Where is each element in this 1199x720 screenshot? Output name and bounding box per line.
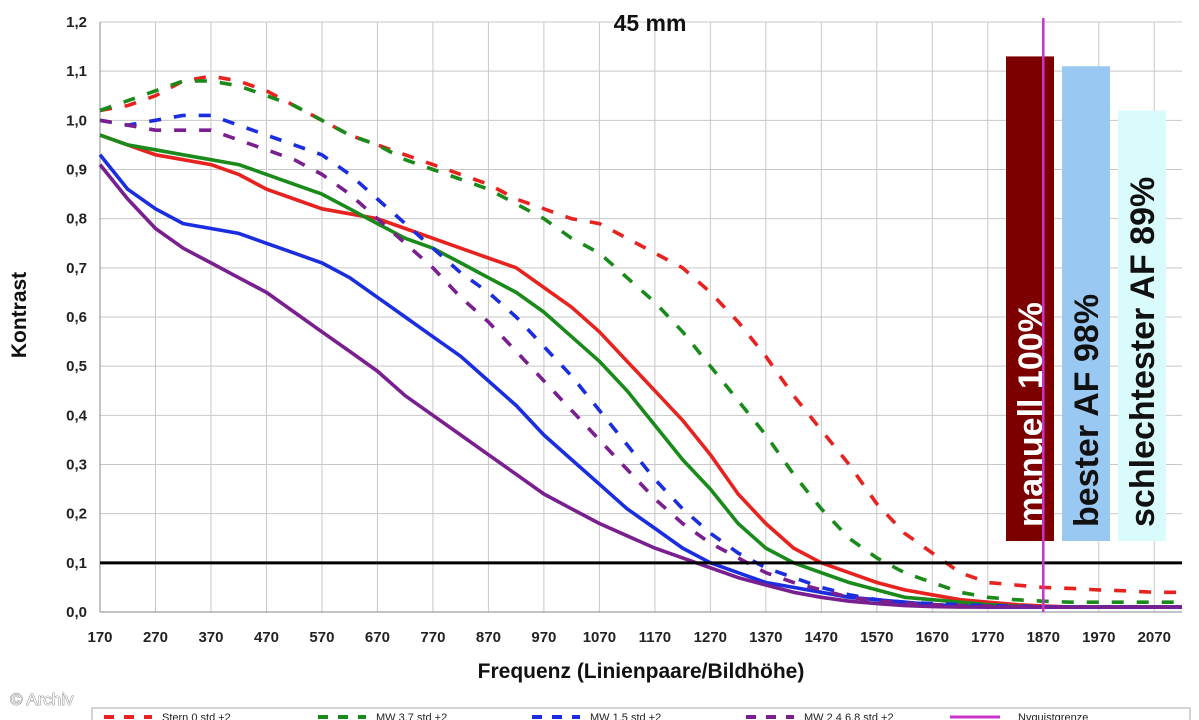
x-tick-label: 1570 — [860, 629, 893, 646]
af-bars: manuell 100% bester AF 98% schlechtester A… — [1006, 56, 1166, 542]
x-tick-label: 670 — [365, 629, 390, 646]
series-line — [99, 133, 1182, 609]
x-tick-label: 970 — [531, 629, 556, 646]
x-tick-label: 170 — [87, 629, 112, 646]
copyright-credit: © Archiv — [10, 690, 74, 709]
reference-lines — [100, 18, 1182, 612]
y-tick-label: 0,5 — [66, 358, 87, 375]
x-tick-label: 770 — [420, 629, 445, 646]
y-tick-label: 1,0 — [66, 112, 87, 129]
af-bar — [1118, 110, 1166, 541]
legend-box — [91, 707, 1191, 720]
legend-label: MW 2,4 6,8 std +2 — [804, 712, 894, 720]
x-tick-label: 1070 — [583, 629, 616, 646]
x-tick-label: 270 — [143, 629, 168, 646]
x-tick-label: 1770 — [971, 629, 1004, 646]
series-lines — [98, 74, 1182, 609]
legend: Stern 0 std +2 MW 3,7 std +2 MW 1,5 std +2… — [91, 707, 1191, 720]
series-line — [99, 74, 1182, 595]
x-tick-label: 1470 — [805, 629, 838, 646]
x-tick-label: 1970 — [1082, 629, 1115, 646]
tick-labels: 0,0 0,1 0,2 0,3 0,4 0,5 0,6 0,7 0,8 0,9 1,0 1,1 1,2 1… — [66, 14, 1171, 646]
af-bar — [1006, 56, 1054, 542]
af-bar — [1062, 66, 1110, 541]
x-tick-label: 1370 — [749, 629, 782, 646]
x-tick-label: 1170 — [639, 629, 672, 646]
x-tick-label: 1270 — [694, 629, 727, 646]
y-tick-label: 0,3 — [66, 457, 87, 474]
af-bar-label: schlechtester AF 89% — [1124, 177, 1162, 527]
x-tick-label: 470 — [254, 629, 279, 646]
y-tick-label: 0,7 — [66, 260, 87, 277]
legend-label: MW 1,5 std +2 — [590, 712, 661, 720]
y-tick-label: 1,2 — [66, 14, 87, 31]
y-axis-title: Kontrast — [8, 272, 31, 358]
series-line — [98, 163, 1182, 609]
x-tick-label: 2070 — [1138, 629, 1171, 646]
legend-label: Nyquistgrenze — [1018, 712, 1088, 720]
x-tick-label: 1670 — [916, 629, 949, 646]
af-bar-label: bester AF 98% — [1068, 294, 1106, 527]
legend-label: Stern 0 std +2 — [162, 712, 231, 720]
y-tick-label: 1,1 — [66, 63, 87, 80]
y-tick-label: 0,9 — [66, 162, 87, 179]
y-tick-label: 0,8 — [66, 211, 87, 228]
chart-title: 45 mm — [614, 10, 687, 36]
grid — [99, 21, 1182, 613]
y-tick-label: 0,4 — [66, 407, 88, 424]
y-tick-label: 0,0 — [66, 604, 87, 621]
x-tick-label: 870 — [476, 629, 501, 646]
y-tick-label: 0,6 — [66, 309, 87, 326]
legend-label: MW 3,7 std +2 — [376, 712, 447, 720]
y-tick-label: 0,2 — [66, 506, 87, 523]
x-tick-label: 570 — [309, 629, 334, 646]
x-axis-title: Frequenz (Linienpaare/Bildhöhe) — [478, 660, 805, 683]
y-tick-label: 0,1 — [66, 555, 87, 572]
x-tick-label: 370 — [198, 629, 223, 646]
x-tick-label: 1870 — [1027, 629, 1060, 646]
series-line — [99, 118, 1182, 609]
